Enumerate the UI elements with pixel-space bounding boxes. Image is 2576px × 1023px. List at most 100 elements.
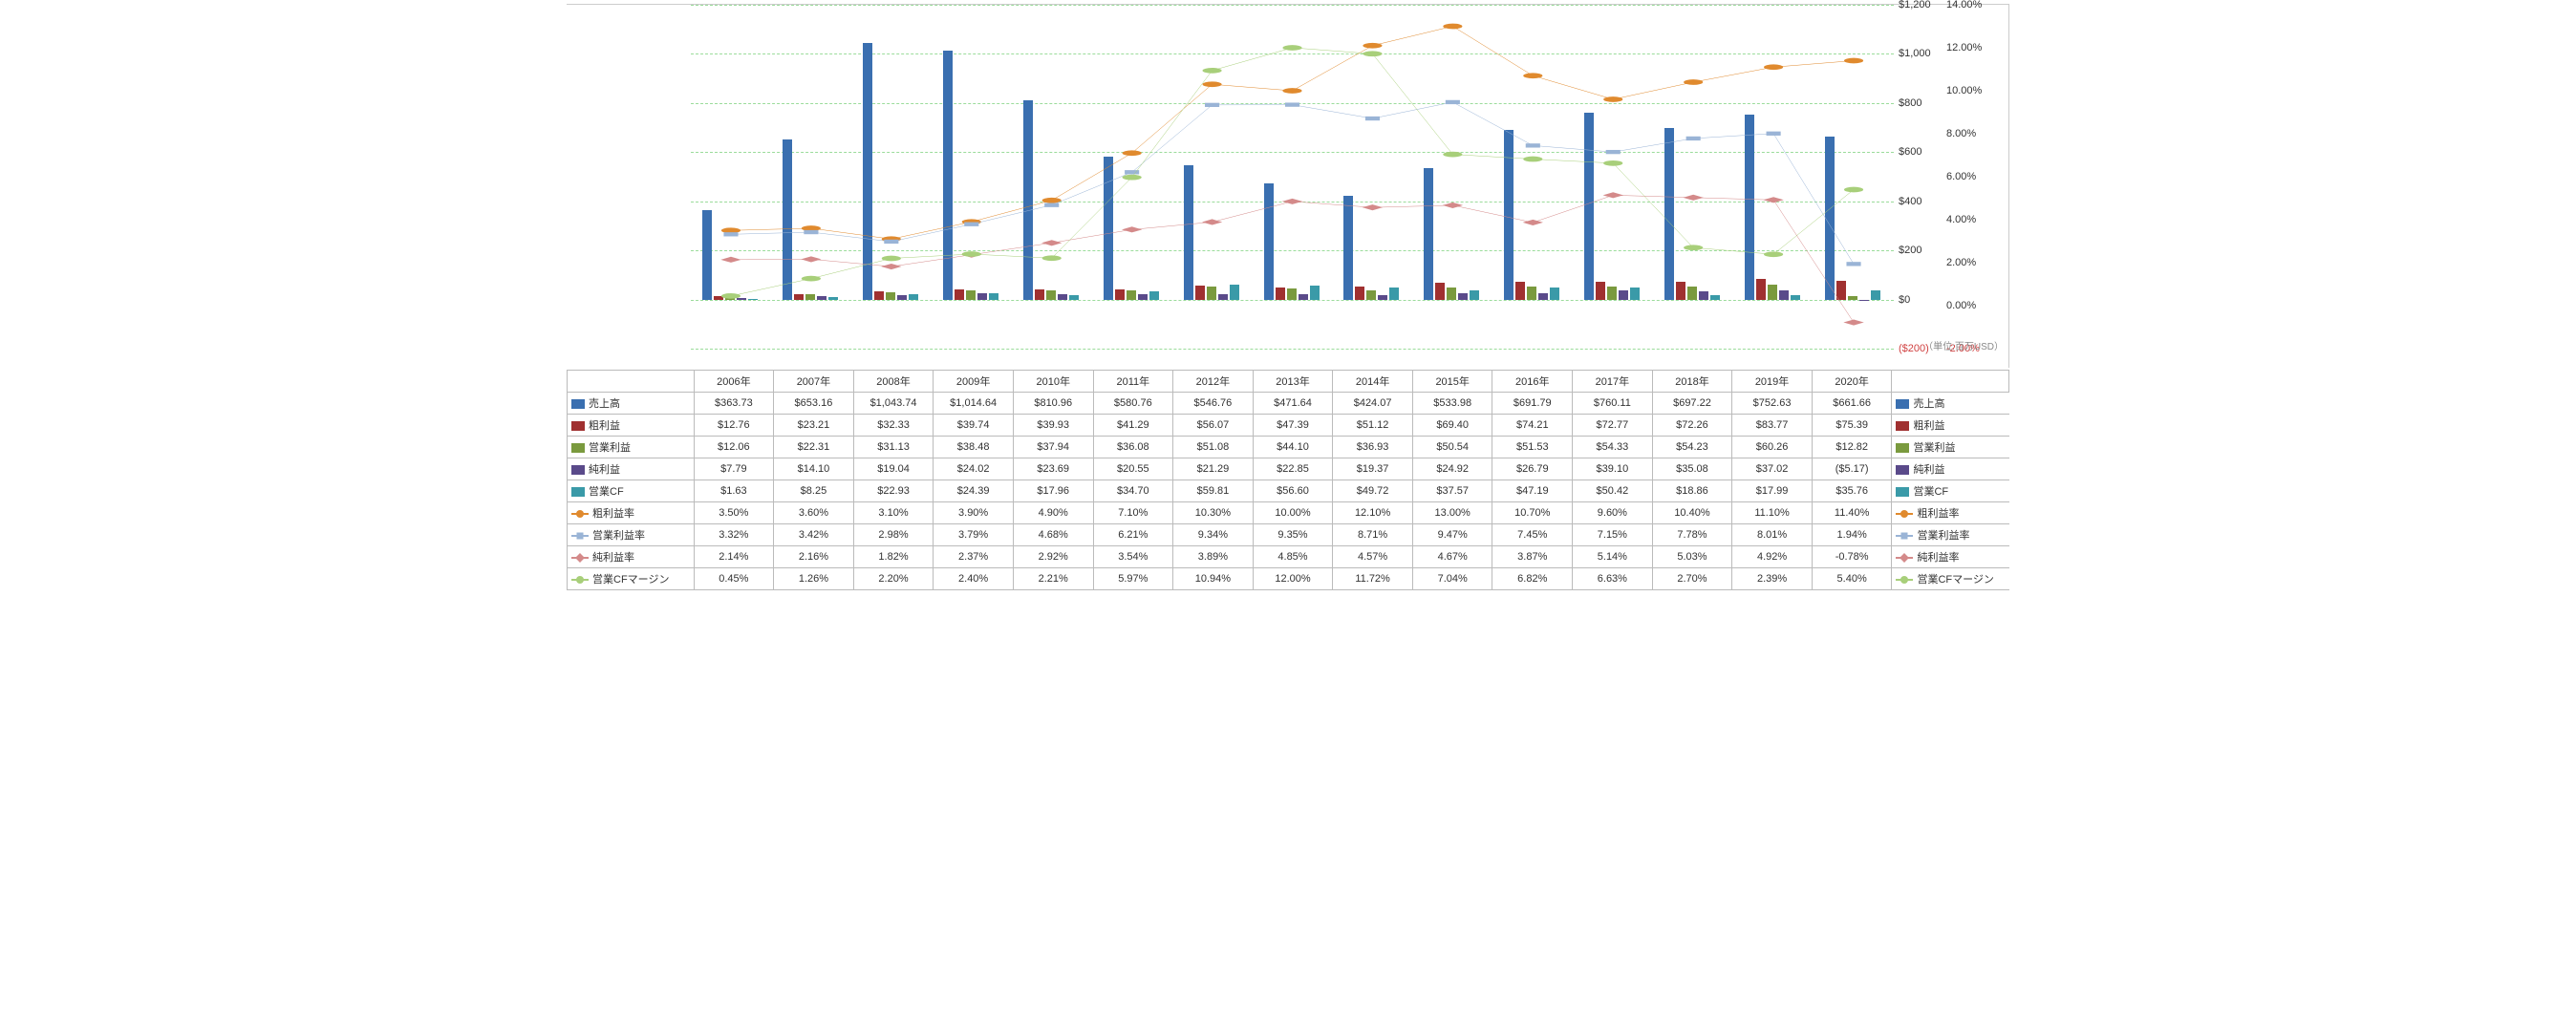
cell: 2.40% bbox=[934, 568, 1014, 590]
cell: 12.10% bbox=[1333, 502, 1413, 524]
row-label: 売上高 bbox=[589, 398, 620, 410]
marker-net_m bbox=[1843, 319, 1863, 325]
legend-swatch bbox=[1896, 443, 1909, 453]
marker-cf_m bbox=[882, 256, 901, 262]
cell: $697.22 bbox=[1652, 393, 1732, 415]
cell: $20.55 bbox=[1093, 458, 1173, 480]
cell: $69.40 bbox=[1412, 415, 1492, 437]
legend-swatch bbox=[1896, 509, 1913, 519]
cell: $810.96 bbox=[1013, 393, 1093, 415]
cell: $41.29 bbox=[1093, 415, 1173, 437]
table-row: 純利益$7.79$14.10$19.04$24.02$23.69$20.55$2… bbox=[568, 458, 2009, 480]
cell: $1,043.74 bbox=[853, 393, 934, 415]
cell: 7.04% bbox=[1412, 568, 1492, 590]
marker-cf_m bbox=[962, 251, 981, 257]
marker-op_m bbox=[1686, 137, 1701, 140]
marker-gross_m bbox=[1523, 73, 1542, 78]
cell: $24.92 bbox=[1412, 458, 1492, 480]
cell: $36.08 bbox=[1093, 437, 1173, 458]
legend-cell-cf_m: 営業CFマージン bbox=[1892, 568, 2009, 590]
marker-op_m bbox=[1606, 150, 1621, 154]
marker-net_m bbox=[881, 264, 901, 269]
cell: $1,014.64 bbox=[934, 393, 1014, 415]
cell: 9.47% bbox=[1412, 524, 1492, 546]
legend-swatch bbox=[571, 399, 585, 409]
row-label: 営業利益 bbox=[589, 442, 631, 454]
gridline bbox=[691, 349, 1894, 350]
cell: 10.00% bbox=[1253, 502, 1333, 524]
cell: 10.70% bbox=[1492, 502, 1573, 524]
legend-label: 粗利益 bbox=[1913, 420, 1944, 432]
marker-op_m bbox=[1044, 203, 1059, 207]
cell: ($5.17) bbox=[1812, 458, 1892, 480]
marker-cf_m bbox=[1123, 175, 1142, 181]
cell: 5.03% bbox=[1652, 546, 1732, 568]
cell: $18.86 bbox=[1652, 480, 1732, 502]
marker-net_m bbox=[1363, 204, 1383, 210]
table-row: 粗利益率3.50%3.60%3.10%3.90%4.90%7.10%10.30%… bbox=[568, 502, 2009, 524]
cell: $12.76 bbox=[694, 415, 774, 437]
y1-tick-label: $0 bbox=[1899, 294, 1946, 306]
cell: $22.93 bbox=[853, 480, 934, 502]
cell: $50.54 bbox=[1412, 437, 1492, 458]
row-label: 純利益 bbox=[589, 464, 620, 476]
cell: $34.70 bbox=[1093, 480, 1173, 502]
cell: $23.69 bbox=[1013, 458, 1093, 480]
marker-gross_m bbox=[1764, 64, 1783, 70]
cell: 3.90% bbox=[934, 502, 1014, 524]
cell: 2.98% bbox=[853, 524, 934, 546]
cell: 5.40% bbox=[1812, 568, 1892, 590]
year-header: 2020年 bbox=[1812, 371, 1892, 393]
row-label: 営業CF bbox=[589, 486, 624, 498]
legend-label: 営業利益率 bbox=[1917, 530, 1969, 542]
cell: $752.63 bbox=[1732, 393, 1813, 415]
year-header: 2011年 bbox=[1093, 371, 1173, 393]
legend-label: 営業CF bbox=[1913, 486, 1948, 498]
year-header: 2018年 bbox=[1652, 371, 1732, 393]
cell: $56.60 bbox=[1253, 480, 1333, 502]
cell: $72.26 bbox=[1652, 415, 1732, 437]
cell: 2.16% bbox=[774, 546, 854, 568]
year-header: 2007年 bbox=[774, 371, 854, 393]
cell: 9.60% bbox=[1573, 502, 1653, 524]
legend-label: 純利益率 bbox=[1917, 552, 1959, 564]
marker-cf_m bbox=[1844, 187, 1863, 193]
cell: $19.37 bbox=[1333, 458, 1413, 480]
cell: 6.21% bbox=[1093, 524, 1173, 546]
marker-cf_m bbox=[802, 276, 821, 282]
marker-cf_m bbox=[1443, 152, 1462, 158]
cell: 1.94% bbox=[1812, 524, 1892, 546]
cell: $38.48 bbox=[934, 437, 1014, 458]
marker-net_m bbox=[1041, 240, 1062, 245]
cell: $14.10 bbox=[774, 458, 854, 480]
cell: $56.07 bbox=[1173, 415, 1254, 437]
cell: $39.10 bbox=[1573, 458, 1653, 480]
table-row: 営業利益率3.32%3.42%2.98%3.79%4.68%6.21%9.34%… bbox=[568, 524, 2009, 546]
cell: $24.39 bbox=[934, 480, 1014, 502]
row-label: 営業CFマージン bbox=[592, 574, 669, 586]
y1-tick-label: $200 bbox=[1899, 245, 1946, 256]
cell: 1.82% bbox=[853, 546, 934, 568]
legend-swatch bbox=[1896, 399, 1909, 409]
row-header-revenue: 売上高 bbox=[568, 393, 695, 415]
cell: $37.57 bbox=[1412, 480, 1492, 502]
chart-area: ($200)$0$200$400$600$800$1,000$1,200-2.0… bbox=[567, 4, 2009, 368]
cell: $691.79 bbox=[1492, 393, 1573, 415]
year-header: 2010年 bbox=[1013, 371, 1093, 393]
cell: 4.68% bbox=[1013, 524, 1093, 546]
legend-cell-gross: 粗利益 bbox=[1892, 415, 2009, 437]
cell: 13.00% bbox=[1412, 502, 1492, 524]
marker-op_m bbox=[723, 232, 738, 236]
marker-cf_m bbox=[1603, 160, 1622, 166]
cell: 2.20% bbox=[853, 568, 934, 590]
year-header: 2008年 bbox=[853, 371, 934, 393]
legend-swatch bbox=[571, 421, 585, 431]
legend-swatch bbox=[1896, 553, 1913, 563]
cell: 3.42% bbox=[774, 524, 854, 546]
cell: 3.87% bbox=[1492, 546, 1573, 568]
marker-gross_m bbox=[1684, 79, 1703, 85]
y2-tick-label: 10.00% bbox=[1946, 85, 1999, 96]
cell: $74.21 bbox=[1492, 415, 1573, 437]
marker-cf_m bbox=[1523, 157, 1542, 162]
cell: $35.08 bbox=[1652, 458, 1732, 480]
